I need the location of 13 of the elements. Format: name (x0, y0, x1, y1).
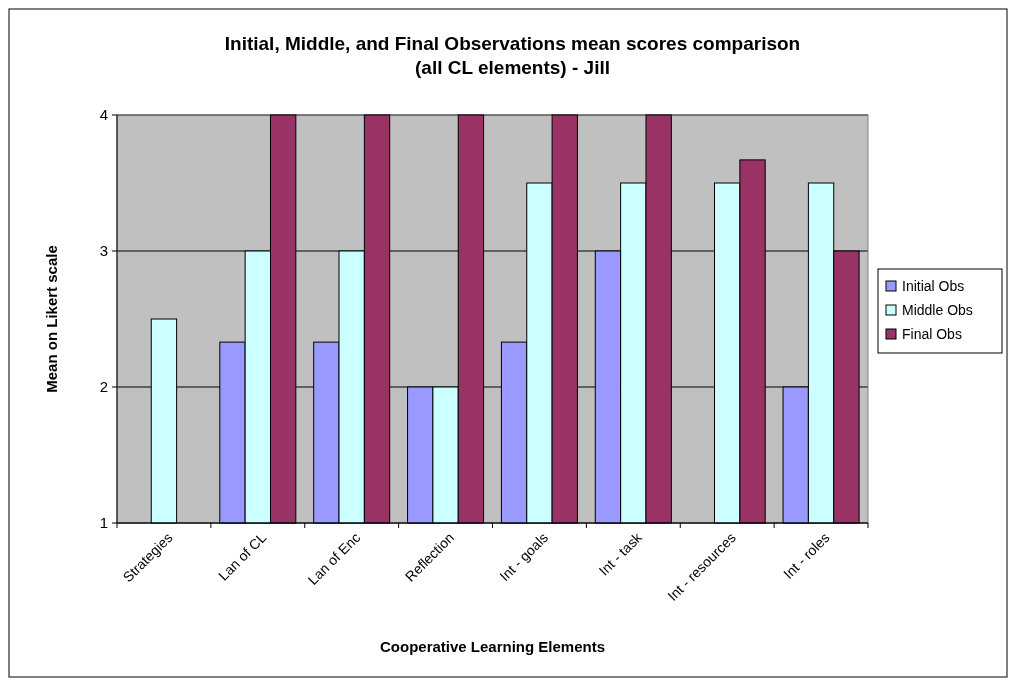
legend-label: Final Obs (902, 325, 962, 342)
y-tick-label: 1 (99, 514, 108, 532)
chart-title: Initial, Middle, and Final Observations mean scores comparison (all CL elements) - Jill (224, 33, 801, 78)
legend-label: Middle Obs (902, 301, 973, 318)
x-tick-label: Int - task (595, 528, 646, 579)
x-axis-title: Cooperative Learning Elements (379, 638, 606, 655)
y-tick-label: 2 (99, 378, 108, 396)
x-tick-label: Lan of Enc (304, 529, 364, 588)
y-tick-label: 3 (99, 242, 108, 260)
y-axis-title: Mean on Likert scale (43, 245, 60, 393)
legend-label: Initial Obs (902, 277, 965, 294)
x-tick-label: Lan of CL (215, 529, 270, 584)
y-tick-label: 4 (99, 106, 108, 124)
